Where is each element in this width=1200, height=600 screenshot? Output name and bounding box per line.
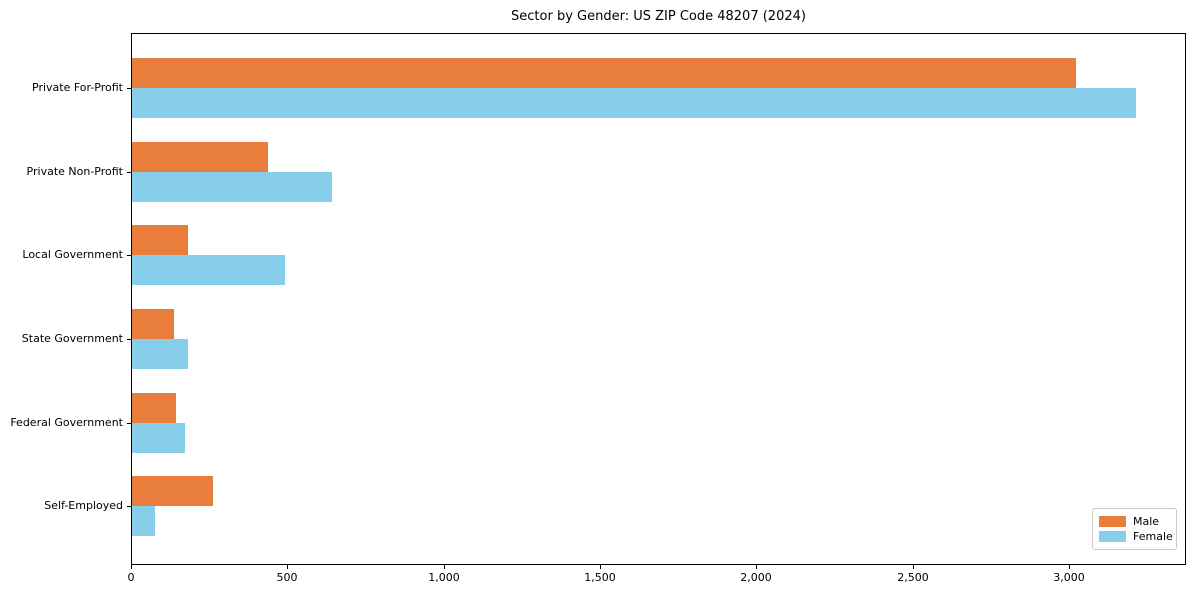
y-axis-tick-0 [127,88,131,89]
bar-female-5 [132,506,155,537]
bar-female-2 [132,255,285,286]
bar-male-2 [132,225,188,256]
y-axis-tick-5 [127,506,131,508]
legend-swatch-male [1099,515,1126,527]
x-axis-tick-0 [131,565,132,569]
x-axis-label-0: 0 [127,571,135,584]
y-axis-tick-2 [127,255,131,257]
bar-female-1 [132,171,332,202]
y-axis-label-0: Private For-Profit [32,81,123,94]
x-axis-tick-3 [600,565,601,569]
x-axis-tick-4 [756,565,757,569]
bar-male-0 [132,58,1076,88]
x-axis-label-1: 500 [276,571,298,584]
bar-female-0 [132,88,1136,118]
x-axis-tick-6 [1069,565,1070,569]
legend-swatch-female [1099,531,1126,543]
y-axis-tick-4 [127,422,131,424]
y-axis-label-5: Self-Employed [44,499,123,513]
y-axis-label-1: Private Non-Profit [26,164,123,178]
y-axis-tick-1 [127,171,131,173]
legend-entry-female: Female [1099,530,1173,544]
bar-female-4 [132,422,185,453]
x-axis-tick-2 [444,565,445,569]
legend-entry-male: Male [1099,515,1170,528]
legend: Male Female [1092,508,1177,550]
plot-area [131,33,1186,565]
legend-label-female: Female [1133,530,1173,544]
bar-male-3 [132,308,174,339]
bar-male-5 [132,476,213,507]
bar-male-1 [132,141,268,172]
legend-label-male: Male [1133,514,1160,528]
y-axis-label-2: Local Government [22,248,123,262]
x-axis-tick-1 [287,565,288,569]
y-axis-tick-3 [127,338,131,340]
chart-title: Sector by Gender: US ZIP Code 48207 (202… [511,9,806,24]
x-axis-label-6: 3,000 [1053,571,1085,584]
x-axis-label-3: 1,500 [584,571,616,584]
x-axis-label-4: 2,000 [740,571,772,584]
x-axis-tick-5 [913,565,914,569]
x-axis-label-2: 1,000 [428,571,460,584]
bar-male-4 [132,392,176,423]
y-axis-label-4: Federal Government [10,415,123,429]
x-axis-label-5: 2,500 [897,571,929,584]
bar-female-3 [132,338,188,369]
y-axis-label-3: State Government [21,331,123,345]
